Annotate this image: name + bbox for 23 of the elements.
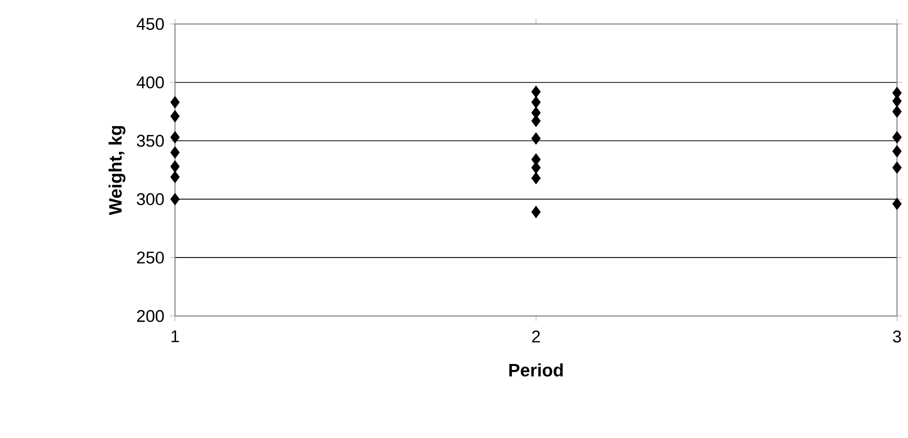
point (170, 192, 180, 206)
y-tick-label: 300 (136, 193, 164, 206)
x-tick-label: 3 (892, 330, 901, 343)
y-tick-label: 450 (136, 18, 164, 30)
point (170, 160, 180, 173)
y-axis-title: Weight, kg (108, 126, 126, 216)
point (531, 96, 541, 108)
point (531, 172, 541, 184)
point (170, 110, 180, 122)
point (170, 131, 180, 144)
x-tick-label: 1 (172, 330, 179, 342)
x-tick-label: 2 (532, 330, 540, 342)
y-tick-label: 400 (136, 76, 164, 88)
point (170, 146, 180, 159)
x-axis-title: Period (509, 363, 563, 376)
y-tick-label: 250 (137, 252, 164, 264)
point (170, 96, 180, 108)
point (531, 132, 541, 145)
point (170, 170, 180, 184)
point (531, 86, 541, 98)
point (531, 206, 541, 218)
y-tick-label: 350 (136, 134, 164, 147)
y-tick-label: 200 (137, 310, 164, 322)
